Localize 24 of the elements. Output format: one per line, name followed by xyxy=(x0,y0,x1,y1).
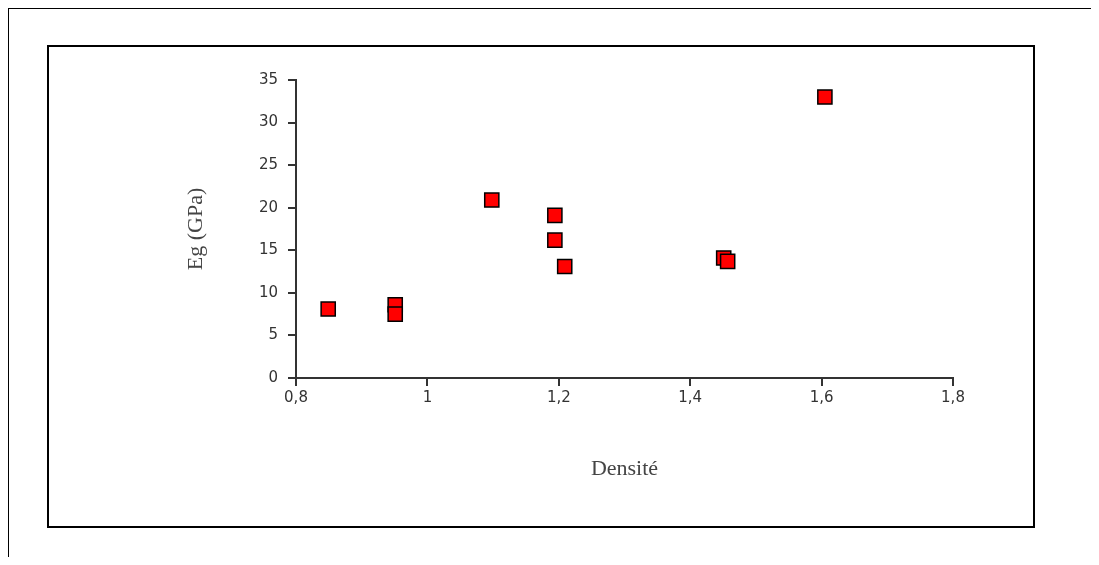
point xyxy=(483,192,500,208)
x-tick-label: 1,2 xyxy=(546,387,571,406)
y-tick-label: 5 xyxy=(268,325,278,344)
y-tick-label: 25 xyxy=(258,155,278,174)
point xyxy=(387,306,404,322)
x-tick-label: 1,6 xyxy=(809,387,834,406)
point xyxy=(719,253,736,270)
y-tick-label: 15 xyxy=(258,240,278,259)
x-axis-title: Densité xyxy=(590,454,659,480)
point xyxy=(556,258,573,275)
y-tick-label: 0 xyxy=(268,367,278,386)
y-tick-label: 20 xyxy=(258,197,278,216)
y-axis-title: Eg (GPa) xyxy=(181,187,207,271)
x-tick-label: 0,8 xyxy=(284,387,308,406)
y-tick-label: 30 xyxy=(258,112,278,131)
y-tick-label: 10 xyxy=(258,282,278,301)
y-tick-label: 35 xyxy=(258,69,278,88)
point xyxy=(320,301,337,317)
x-tick-label: 1 xyxy=(422,387,433,406)
x-tick-label: 1,4 xyxy=(678,387,703,406)
x-tick-label: 1,8 xyxy=(941,387,965,406)
point xyxy=(547,232,563,248)
point xyxy=(817,89,833,105)
point xyxy=(547,207,563,224)
